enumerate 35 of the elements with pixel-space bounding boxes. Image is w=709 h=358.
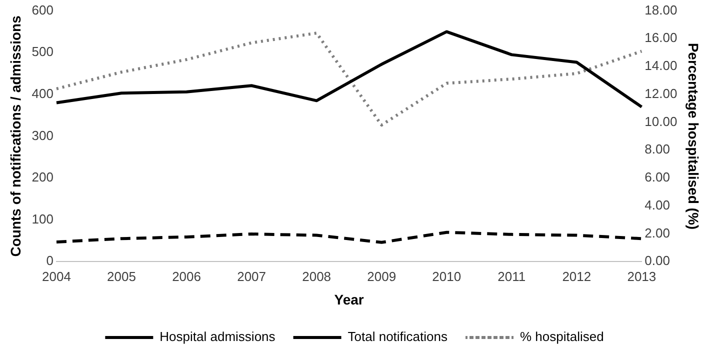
y2-axis-title: Percentage hospitalised (%): [686, 42, 702, 230]
y-tick-label: 100: [32, 211, 54, 226]
x-tick-label: 2007: [237, 268, 266, 284]
y-tick-label: 600: [32, 2, 54, 18]
y2-tick-label: 10.00: [644, 114, 678, 129]
y2-tick-label: 4.00: [644, 197, 670, 212]
y2-tick-label: 2.00: [644, 225, 670, 240]
x-tick-label: 2005: [107, 268, 136, 284]
x-tick-label: 2011: [498, 268, 526, 284]
y-tick-label: 200: [32, 170, 54, 185]
y2-tick-label: 0.00: [644, 253, 670, 268]
legend-label: Total notifications: [348, 329, 448, 344]
y2-tick-label: 6.00: [644, 170, 670, 185]
x-tick-label: 2010: [432, 268, 462, 284]
line-series: [54, 32, 644, 127]
y2-tick-label: 16.00: [644, 30, 678, 46]
x-tick-label: 2008: [302, 268, 332, 284]
legend-label: Hospital admissions: [160, 329, 276, 344]
y2-tick-label: 12.00: [644, 86, 678, 101]
y-tick-label: 300: [32, 128, 54, 143]
x-tick-label: 2009: [367, 268, 396, 284]
x-tick-label: 2013: [627, 268, 656, 284]
y2-tick-label: 8.00: [644, 142, 670, 157]
x-tick-label: 2012: [562, 268, 592, 284]
y2-tick-label: 14.00: [644, 58, 678, 74]
y-tick-label: 500: [32, 44, 54, 60]
y-axis-title: Counts of notifications / admissions: [7, 15, 24, 257]
x-tick-label: 2006: [172, 268, 201, 284]
line-series: [54, 230, 644, 244]
y-tick-label: 0: [46, 253, 54, 268]
y-tick-label: 400: [32, 86, 54, 101]
y2-tick-label: 18.00: [644, 2, 678, 18]
x-tick-label: 2004: [42, 268, 71, 284]
x-axis-title: Year: [334, 291, 364, 308]
legend-label: % hospitalised: [520, 329, 604, 344]
